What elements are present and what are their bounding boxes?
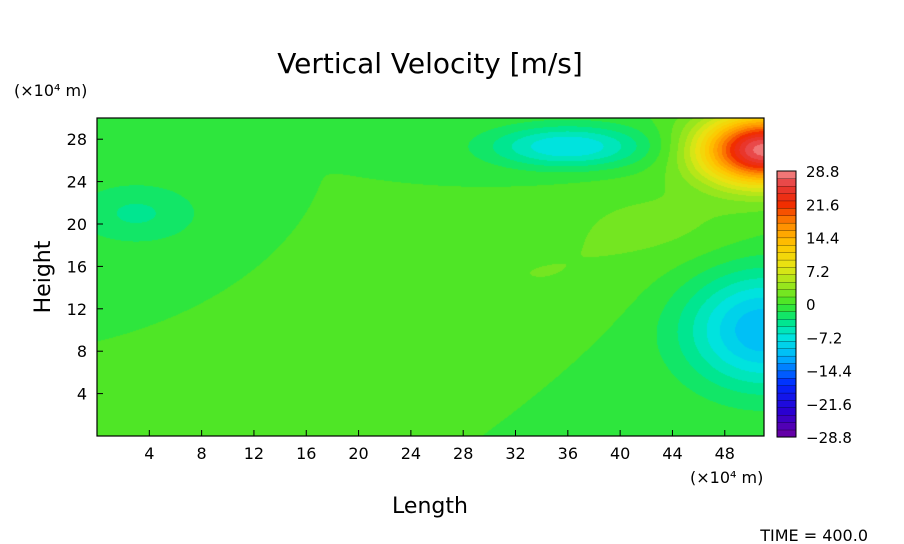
colorbar-labels: 28.8 21.6 14.4 7.2 0 −7.2 −14.4 −21.6 −28.8 <box>806 163 852 447</box>
x-tick-label: 20 <box>348 444 368 463</box>
colorbar: 28.8 21.6 14.4 7.2 0 −7.2 −14.4 −21.6 −28.8 <box>776 163 852 447</box>
x-tick-label: 44 <box>662 444 682 463</box>
colorbar-level <box>776 207 797 216</box>
colorbar-level <box>776 422 797 431</box>
colorbar-tick-label: 14.4 <box>806 230 839 248</box>
colorbar-tick-label: 21.6 <box>806 196 839 214</box>
chart-title: Vertical Velocity [m/s] <box>277 47 583 80</box>
y-axis-ticks: 4 8 12 16 20 24 28 <box>67 130 103 404</box>
colorbar-level <box>776 185 797 194</box>
colorbar-level <box>776 311 797 320</box>
colorbar-level <box>776 414 797 423</box>
colorbar-levels <box>776 170 797 438</box>
colorbar-level <box>776 399 797 408</box>
colorbar-level <box>776 340 797 349</box>
colorbar-level <box>776 274 797 283</box>
time-label: TIME = 400.0 <box>759 526 868 544</box>
x-tick-label: 40 <box>610 444 630 463</box>
y-tick-label: 24 <box>67 173 87 192</box>
colorbar-tick-label: −7.2 <box>806 329 842 347</box>
colorbar-level <box>776 244 797 253</box>
colorbar-tick-label: −21.6 <box>806 396 852 414</box>
colorbar-level <box>776 200 797 209</box>
velocity-field <box>97 118 764 436</box>
colorbar-level <box>776 178 797 187</box>
colorbar-level <box>776 355 797 364</box>
colorbar-level <box>776 392 797 401</box>
x-tick-label: 12 <box>244 444 264 463</box>
colorbar-level <box>776 333 797 342</box>
x-tick-label: 28 <box>453 444 473 463</box>
colorbar-level <box>776 348 797 357</box>
colorbar-level <box>776 362 797 372</box>
colorbar-level <box>776 237 797 246</box>
colorbar-level <box>776 385 797 394</box>
plot-frame <box>96 117 765 437</box>
colorbar-level <box>776 370 797 379</box>
colorbar-level <box>776 429 797 438</box>
y-tick-label: 4 <box>77 385 87 404</box>
colorbar-level <box>776 229 797 239</box>
x-tick-label: 8 <box>197 444 207 463</box>
x-tick-label: 36 <box>558 444 578 463</box>
x-tick-label: 24 <box>401 444 421 463</box>
colorbar-level <box>776 296 797 305</box>
colorbar-tick-label: 7.2 <box>806 263 830 281</box>
colorbar-level <box>776 193 797 202</box>
y-axis-unit: (×10⁴ m) <box>14 81 87 100</box>
plot-area <box>96 117 765 437</box>
colorbar-tick-label: 0 <box>806 296 816 314</box>
colorbar-level <box>776 215 797 224</box>
colorbar-level <box>776 326 797 335</box>
y-tick-label: 16 <box>67 257 87 276</box>
y-axis-label: Height <box>31 240 56 313</box>
y-tick-label: 28 <box>67 130 87 149</box>
colorbar-level <box>776 318 797 327</box>
x-axis-label: Length <box>392 494 468 519</box>
y-tick-label: 20 <box>67 215 87 234</box>
colorbar-tick-label: −14.4 <box>806 363 852 381</box>
colorbar-level <box>776 407 797 416</box>
colorbar-level <box>776 281 797 290</box>
x-tick-label: 32 <box>505 444 525 463</box>
y-tick-label: 12 <box>67 300 87 319</box>
colorbar-level <box>776 303 797 312</box>
colorbar-level <box>776 222 797 231</box>
colorbar-level <box>776 289 797 298</box>
y-tick-label: 8 <box>77 342 87 361</box>
colorbar-level <box>776 377 797 386</box>
colorbar-level <box>776 266 797 275</box>
colorbar-level <box>776 170 797 179</box>
colorbar-frame <box>776 170 797 438</box>
x-axis-unit: (×10⁴ m) <box>690 468 763 487</box>
x-axis-ticks: 4 8 12 16 20 24 28 32 36 40 44 48 <box>144 430 735 463</box>
colorbar-tick-label: 28.8 <box>806 163 839 181</box>
x-tick-label: 4 <box>144 444 154 463</box>
colorbar-level <box>776 252 797 261</box>
x-tick-label: 16 <box>296 444 316 463</box>
colorbar-level <box>776 259 797 268</box>
colorbar-tick-label: −28.8 <box>806 429 852 447</box>
x-tick-label: 48 <box>715 444 735 463</box>
